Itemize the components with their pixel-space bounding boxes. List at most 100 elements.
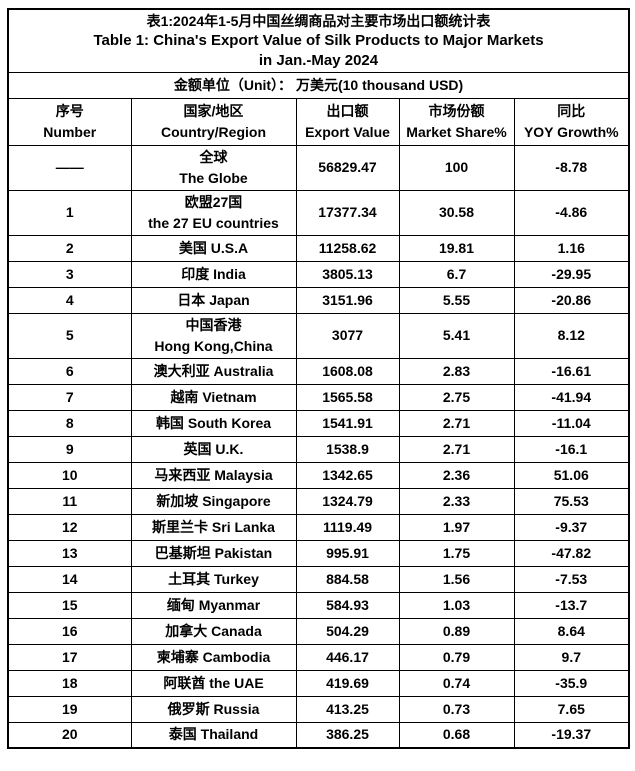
cell-number: 16 (7, 617, 132, 645)
cell-yoy-growth: -29.95 (513, 260, 630, 288)
cell-export-value: 1342.65 (295, 461, 400, 489)
col-header-yoy-growth-en: YOY Growth% (523, 123, 619, 140)
cell-yoy-growth: -19.37 (513, 721, 630, 749)
cell-country: 韩国 South Korea (130, 409, 297, 437)
cell-country: 新加坡 Singapore (130, 487, 297, 515)
cell-yoy-growth: -13.7 (513, 591, 630, 619)
cell-market-share: 100 (398, 144, 515, 191)
cell-export-value: 56829.47 (295, 144, 400, 191)
cell-country: 欧盟27国 the 27 EU countries (130, 189, 297, 236)
table-row: 11 新加坡 Singapore 1324.79 2.33 75.53 (7, 487, 630, 515)
table-row: 9 英国 U.K. 1538.9 2.71 -16.1 (7, 435, 630, 463)
col-header-export-value: 出口额 Export Value (295, 97, 400, 146)
cell-yoy-growth: 1.16 (513, 234, 630, 262)
table-row: 8 韩国 South Korea 1541.91 2.71 -11.04 (7, 409, 630, 437)
cell-number: 8 (7, 409, 132, 437)
col-header-export-value-en: Export Value (305, 123, 390, 140)
cell-market-share: 2.75 (398, 383, 515, 411)
cell-yoy-growth: -47.82 (513, 539, 630, 567)
table-row: 3 印度 India 3805.13 6.7 -29.95 (7, 260, 630, 288)
cell-yoy-growth: -8.78 (513, 144, 630, 191)
cell-yoy-growth: 51.06 (513, 461, 630, 489)
cell-yoy-growth: -7.53 (513, 565, 630, 593)
cell-number: 10 (7, 461, 132, 489)
cell-country: 土耳其 Turkey (130, 565, 297, 593)
cell-market-share: 19.81 (398, 234, 515, 262)
cell-country: 中国香港 Hong Kong,China (130, 312, 297, 359)
col-header-country: 国家/地区 Country/Region (130, 97, 297, 146)
cell-number: 4 (7, 286, 132, 314)
cell-yoy-growth: -20.86 (513, 286, 630, 314)
cell-market-share: 2.36 (398, 461, 515, 489)
cell-export-value: 1119.49 (295, 513, 400, 541)
table-row: 14 土耳其 Turkey 884.58 1.56 -7.53 (7, 565, 630, 593)
cell-market-share: 0.68 (398, 721, 515, 749)
cell-market-share: 0.89 (398, 617, 515, 645)
table-row: 7 越南 Vietnam 1565.58 2.75 -41.94 (7, 383, 630, 411)
cell-export-value: 1541.91 (295, 409, 400, 437)
cell-export-value: 584.93 (295, 591, 400, 619)
cell-market-share: 0.73 (398, 695, 515, 723)
cell-country: 美国 U.S.A (130, 234, 297, 262)
table-row: 1 欧盟27国 the 27 EU countries 17377.34 30.5… (7, 189, 630, 236)
cell-country: 柬埔寨 Cambodia (130, 643, 297, 671)
cell-country: 英国 U.K. (130, 435, 297, 463)
cell-number: 19 (7, 695, 132, 723)
cell-market-share: 0.74 (398, 669, 515, 697)
cell-number: 7 (7, 383, 132, 411)
col-header-country-en: Country/Region (161, 123, 266, 140)
cell-number: 13 (7, 539, 132, 567)
table-row: 19 俄罗斯 Russia 413.25 0.73 7.65 (7, 695, 630, 723)
cell-country: 全球 The Globe (130, 144, 297, 191)
cell-yoy-growth: -16.61 (513, 357, 630, 385)
cell-yoy-growth: -9.37 (513, 513, 630, 541)
col-header-number-en: Number (43, 123, 97, 140)
cell-yoy-growth: -35.9 (513, 669, 630, 697)
cell-country: 缅甸 Myanmar (130, 591, 297, 619)
col-header-number-zh: 序号 (55, 102, 84, 119)
table-title-zh: 表1:2024年1-5月中国丝绸商品对主要市场出口额统计表 (146, 12, 491, 29)
cell-export-value: 3805.13 (295, 260, 400, 288)
table-row: 15 缅甸 Myanmar 584.93 1.03 -13.7 (7, 591, 630, 619)
cell-yoy-growth: 7.65 (513, 695, 630, 723)
table-row: 4 日本 Japan 3151.96 5.55 -20.86 (7, 286, 630, 314)
col-header-export-value-zh: 出口额 (326, 102, 369, 119)
cell-export-value: 3151.96 (295, 286, 400, 314)
col-header-yoy-growth: 同比 YOY Growth% (513, 97, 630, 146)
table-row: 13 巴基斯坦 Pakistan 995.91 1.75 -47.82 (7, 539, 630, 567)
cell-number: 1 (7, 189, 132, 236)
cell-export-value: 1565.58 (295, 383, 400, 411)
cell-yoy-growth: -16.1 (513, 435, 630, 463)
cell-number: 2 (7, 234, 132, 262)
cell-market-share: 30.58 (398, 189, 515, 236)
title-row: 表1:2024年1-5月中国丝绸商品对主要市场出口额统计表 Table 1: C… (7, 8, 630, 73)
unit-row: 金额单位（Unit）： 万美元(10 thousand USD) (7, 71, 630, 99)
col-header-market-share-en: Market Share% (406, 123, 507, 140)
cell-country: 日本 Japan (130, 286, 297, 314)
cell-yoy-growth: 75.53 (513, 487, 630, 515)
cell-number: 12 (7, 513, 132, 541)
cell-export-value: 995.91 (295, 539, 400, 567)
cell-yoy-growth: 8.12 (513, 312, 630, 359)
col-header-country-zh: 国家/地区 (183, 102, 244, 119)
table-title-en-line2: in Jan.-May 2024 (258, 51, 379, 69)
unit-note: 金额单位（Unit）： 万美元(10 thousand USD) (7, 71, 630, 99)
cell-export-value: 884.58 (295, 565, 400, 593)
table-row: 12 斯里兰卡 Sri Lanka 1119.49 1.97 -9.37 (7, 513, 630, 541)
cell-market-share: 2.33 (398, 487, 515, 515)
cell-market-share: 1.97 (398, 513, 515, 541)
table-title: 表1:2024年1-5月中国丝绸商品对主要市场出口额统计表 Table 1: C… (7, 8, 630, 73)
cell-export-value: 504.29 (295, 617, 400, 645)
col-header-market-share-zh: 市场份额 (428, 102, 485, 119)
cell-yoy-growth: 9.7 (513, 643, 630, 671)
cell-country: 马来西亚 Malaysia (130, 461, 297, 489)
cell-country: 加拿大 Canada (130, 617, 297, 645)
cell-number: 5 (7, 312, 132, 359)
cell-market-share: 2.83 (398, 357, 515, 385)
col-header-yoy-growth-zh: 同比 (557, 102, 586, 119)
table-row: 20 泰国 Thailand 386.25 0.68 -19.37 (7, 721, 630, 749)
table-body: —— 全球 The Globe 56829.47 100 -8.78 1 欧盟27… (7, 144, 630, 749)
cell-market-share: 5.41 (398, 312, 515, 359)
cell-yoy-growth: -11.04 (513, 409, 630, 437)
